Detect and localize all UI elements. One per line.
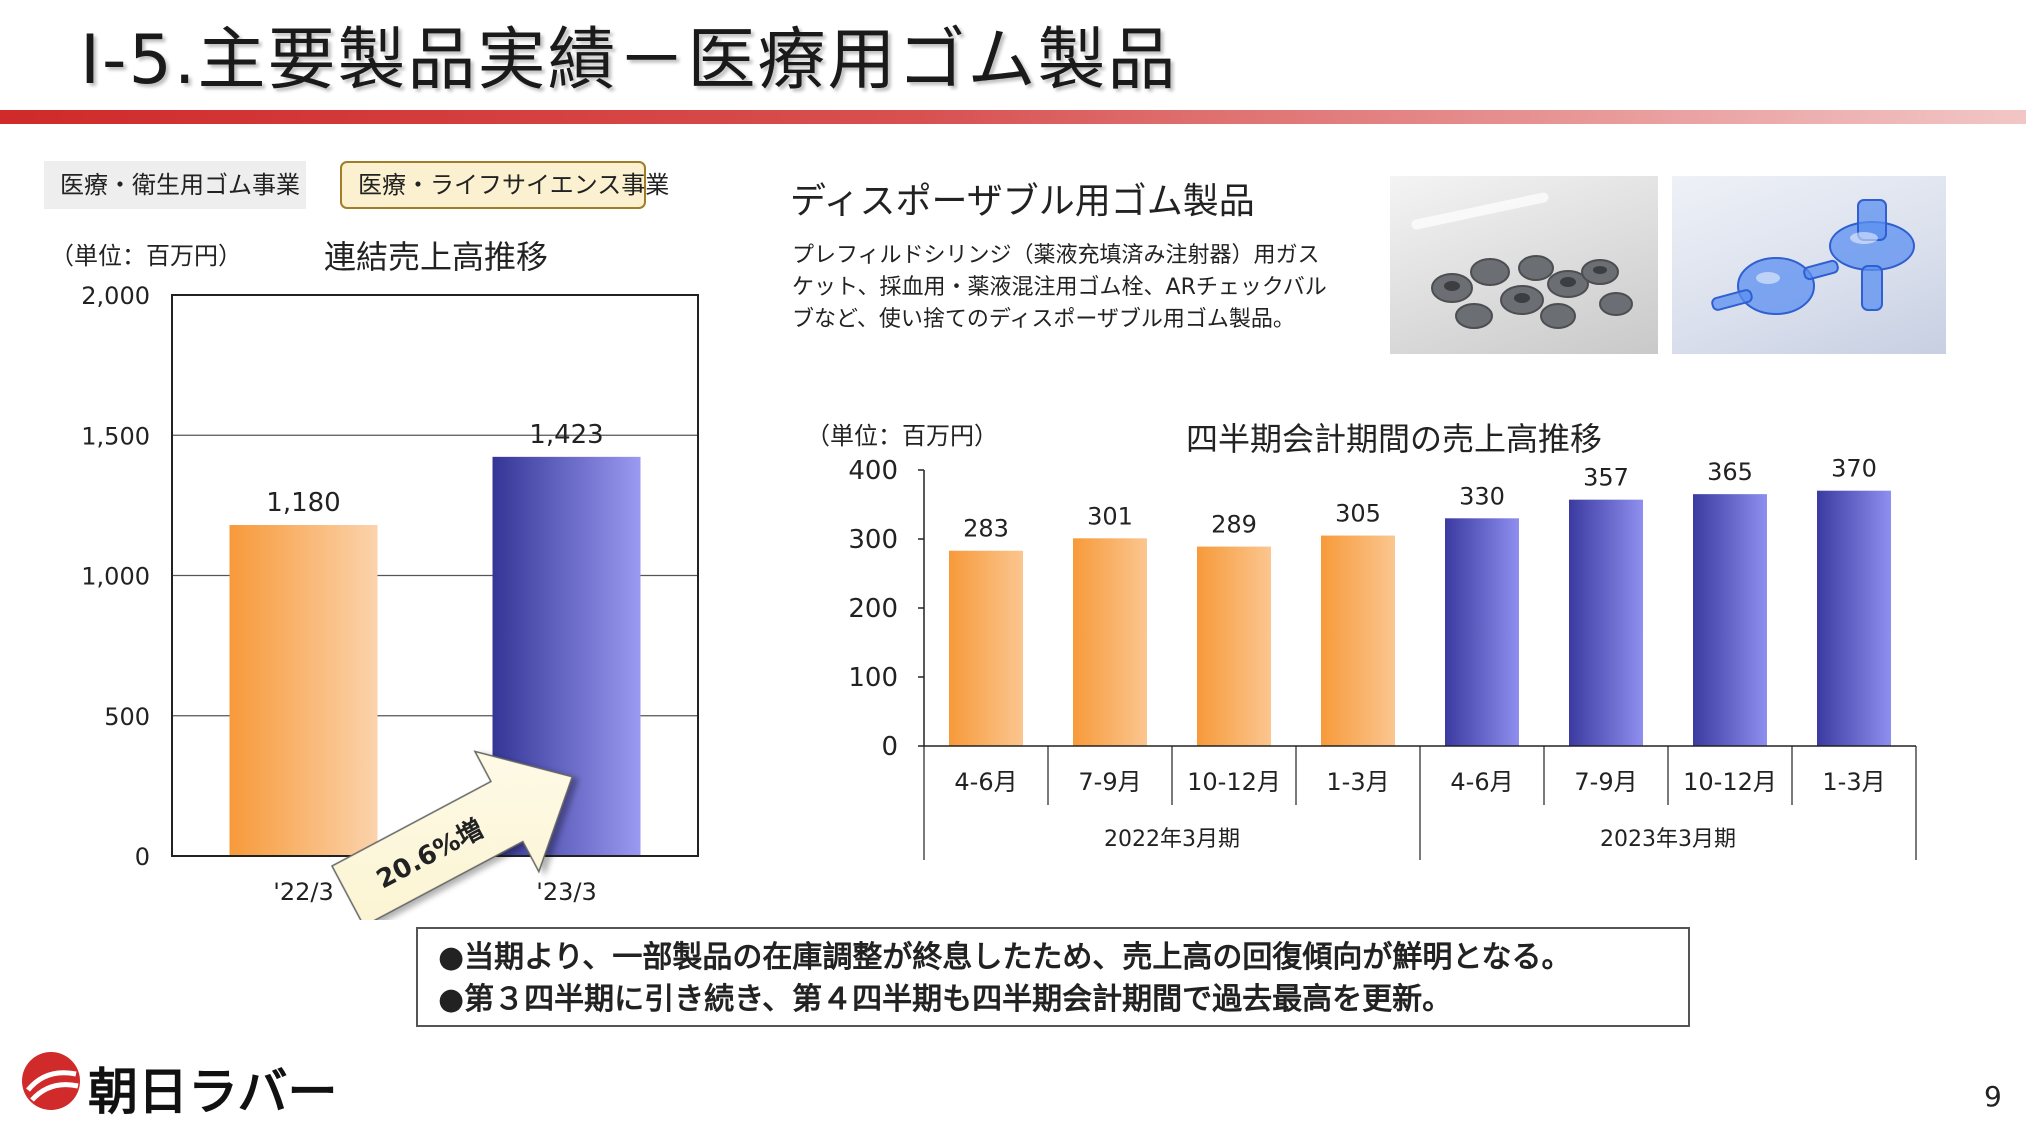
bar-value-label: 357 bbox=[1583, 464, 1629, 492]
page-title: Ⅰ-5.主要製品実績－医療用ゴム製品 bbox=[80, 21, 1178, 100]
group-label: 2023年3月期 bbox=[1600, 827, 1736, 852]
x-category-label: 10-12月 bbox=[1187, 768, 1281, 796]
y-tick-label: 0 bbox=[881, 732, 898, 762]
segment-tag-medical-lifescience: 医療・ライフサイエンス事業 bbox=[340, 161, 669, 209]
x-category-label: 1-3月 bbox=[1326, 768, 1389, 796]
group-label: 2022年3月期 bbox=[1104, 827, 1240, 852]
y-tick-label: 2,000 bbox=[81, 282, 150, 310]
y-tick-label: 300 bbox=[848, 525, 898, 555]
bar-value-label: 289 bbox=[1211, 511, 1257, 539]
quarterly-sales-chart: 0 100 200 300 400 283 4-6月 301 7-9月 289 10-12月 305 1… bbox=[848, 455, 1917, 860]
bar-value-label: 301 bbox=[1087, 502, 1133, 530]
chart2-unit-label: （単位：百万円） bbox=[806, 422, 998, 450]
rubber-stoppers-photo bbox=[1390, 176, 1658, 354]
y-tick-label: 500 bbox=[104, 703, 150, 731]
bar-'22/3 bbox=[229, 525, 378, 856]
y-tick-label: 0 bbox=[135, 843, 150, 871]
bar-value-label: 1,180 bbox=[266, 488, 340, 518]
bar-value-label: 283 bbox=[963, 515, 1009, 543]
x-category-label: 4-6月 bbox=[954, 768, 1017, 796]
chart2-title: 四半期会計期間の売上高推移 bbox=[1186, 420, 1603, 458]
summary-note-1: ●当期より、一部製品の在庫調整が終息したため、売上高の回復傾向が鮮明となる。 bbox=[438, 940, 1572, 975]
annual-sales-chart: 05001,0001,5002,0001,180'22/31,423'23/3 … bbox=[81, 282, 699, 920]
x-category-label: '22/3 bbox=[273, 878, 334, 906]
x-category-label: 10-12月 bbox=[1683, 768, 1777, 796]
bar-value-label: 365 bbox=[1707, 458, 1753, 486]
x-category-label: 4-6月 bbox=[1450, 768, 1513, 796]
bar-q5 bbox=[1445, 518, 1519, 746]
product-section-title: ディスポーザブル用ゴム製品 bbox=[790, 181, 1255, 222]
page-number: 9 bbox=[1984, 1080, 2002, 1113]
bar-q2 bbox=[1073, 538, 1147, 746]
summary-note-2: ●第３四半期に引き続き、第４四半期も四半期会計期間で過去最高を更新。 bbox=[438, 982, 1453, 1017]
y-tick-label: 1,500 bbox=[81, 422, 150, 450]
bar-q4 bbox=[1321, 535, 1395, 746]
bar-q7 bbox=[1693, 494, 1767, 746]
bar-value-label: 330 bbox=[1459, 482, 1505, 510]
chart1-title: 連結売上高推移 bbox=[324, 238, 549, 276]
segment-tag-medical-hygiene: 医療・衛生用ゴム事業 bbox=[44, 161, 306, 209]
bar-q6 bbox=[1569, 499, 1643, 746]
y-tick-label: 1,000 bbox=[81, 563, 150, 591]
product-description: プレフィルドシリンジ（薬液充填済み注射器）用ガスケット、採血用・薬液混注用ゴム栓… bbox=[792, 243, 1327, 332]
summary-notes-box: ●当期より、一部製品の在庫調整が終息したため、売上高の回復傾向が鮮明となる。 ●… bbox=[416, 927, 1690, 1027]
y-tick-label: 200 bbox=[848, 594, 898, 624]
chart1-unit-label: （単位：百万円） bbox=[50, 242, 242, 270]
y-tick-label: 100 bbox=[848, 663, 898, 693]
title-underline-bar bbox=[0, 110, 2026, 124]
x-category-label: 1-3月 bbox=[1822, 768, 1885, 796]
check-valve-photo bbox=[1672, 176, 1946, 354]
bar-value-label: 370 bbox=[1831, 455, 1877, 483]
bar-value-label: 1,423 bbox=[529, 420, 603, 450]
bar-q1 bbox=[949, 550, 1023, 746]
bar-q8 bbox=[1817, 490, 1891, 746]
company-logo-text: 朝日ラバー bbox=[88, 1063, 338, 1121]
bar-q3 bbox=[1197, 546, 1271, 746]
x-category-label: 7-9月 bbox=[1574, 768, 1637, 796]
bar-value-label: 305 bbox=[1335, 500, 1381, 528]
x-category-label: '23/3 bbox=[536, 878, 597, 906]
asahi-rubber-logo-icon bbox=[22, 1052, 80, 1110]
x-category-label: 7-9月 bbox=[1078, 768, 1141, 796]
y-tick-label: 400 bbox=[848, 456, 898, 486]
